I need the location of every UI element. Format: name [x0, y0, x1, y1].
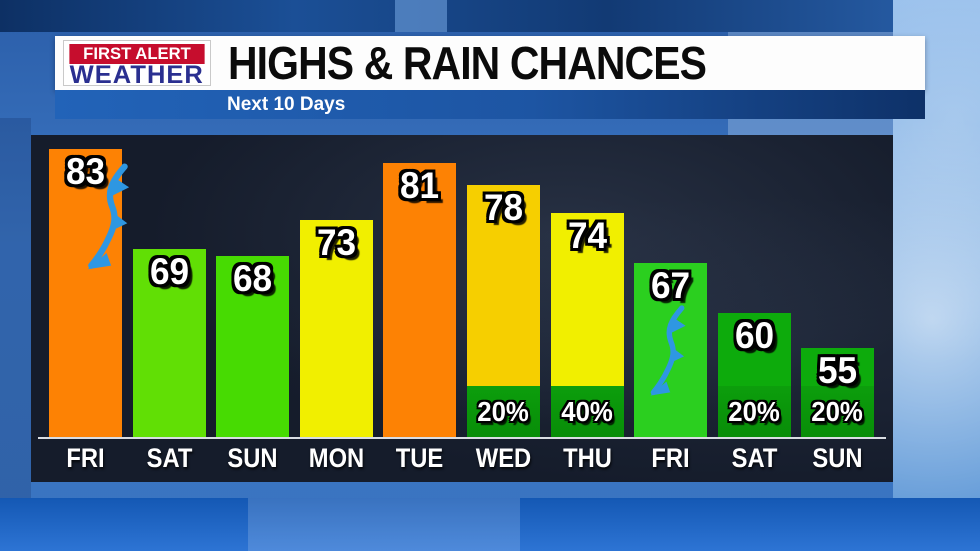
background-streak: [395, 0, 447, 32]
day-label-fri: FRI: [651, 443, 690, 473]
bar-sat: 60 20%: [718, 313, 791, 437]
temp-label: 55: [817, 350, 858, 391]
bar-fri: 83: [49, 149, 130, 437]
bar-sat: 69: [133, 249, 206, 437]
logo-first-alert-text: FIRST ALERT: [69, 44, 205, 64]
day-label-wed: WED: [475, 443, 532, 473]
x-axis-line: [38, 437, 886, 439]
temp-label: 81: [399, 165, 440, 206]
temp-label: 67: [650, 265, 691, 306]
rain-chance-band: 20%: [718, 386, 791, 437]
day-label-sat: SAT: [731, 443, 778, 473]
day-label-sun: SUN: [812, 443, 863, 473]
bar-tue: 81: [383, 163, 456, 437]
rain-chance-label: 20%: [728, 395, 781, 427]
temp-label: 60: [734, 315, 775, 356]
rain-chance-band: 40%: [551, 386, 624, 437]
background-patch-left: [0, 118, 31, 498]
cold-front-icon: [87, 163, 130, 270]
rain-chance-band: 20%: [467, 386, 540, 437]
bar-sun: 68: [216, 256, 289, 437]
bar-mon: 73: [300, 220, 373, 437]
bar-wed: 78 20%: [467, 185, 540, 437]
day-label-thu: THU: [563, 443, 612, 473]
logo-weather-text: WEATHER: [69, 61, 205, 89]
page-title: HIGHS & RAIN CHANCES: [228, 37, 707, 89]
temp-label: 73: [316, 222, 357, 263]
background-top-band: [0, 0, 980, 32]
day-label-sat: SAT: [146, 443, 193, 473]
day-label-tue: TUE: [395, 443, 444, 473]
subtitle-bar: Next 10 Days: [55, 90, 925, 119]
subtitle-text: Next 10 Days: [227, 93, 346, 115]
bar-fri: 67: [634, 263, 707, 437]
day-label-mon: MON: [308, 443, 365, 473]
bar-thu: 74 40%: [551, 213, 624, 437]
rain-chance-label: 20%: [811, 395, 864, 427]
header-bar: FIRST ALERT WEATHER HIGHS & RAIN CHANCES: [55, 36, 925, 90]
temp-label: 78: [483, 187, 524, 228]
first-alert-weather-logo: FIRST ALERT WEATHER: [63, 40, 211, 89]
temp-label: 74: [567, 215, 608, 256]
temp-label: 83: [65, 151, 106, 192]
bar-sun: 55 20%: [801, 348, 874, 437]
temp-label: 68: [232, 258, 273, 299]
rain-chance-label: 40%: [561, 395, 614, 427]
cold-front-icon: [650, 305, 686, 396]
background-patch-bottom: [248, 498, 520, 551]
rain-chance-label: 20%: [477, 395, 530, 427]
temp-label: 69: [149, 251, 190, 292]
day-label-fri: FRI: [66, 443, 105, 473]
background-bottom-band: [0, 498, 980, 551]
day-label-sun: SUN: [227, 443, 278, 473]
rain-chance-band: 20%: [801, 386, 874, 437]
chart-panel: 83 69 68 73 81 78 20% 74 40% 67 60 20% 55 20% FRI SAT S…: [31, 135, 893, 482]
